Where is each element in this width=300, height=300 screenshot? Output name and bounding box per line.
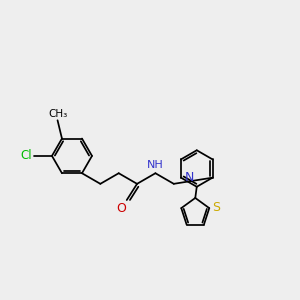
Text: N: N [185,171,194,184]
Text: CH₃: CH₃ [48,109,67,119]
Text: S: S [212,201,220,214]
Text: NH: NH [147,160,164,170]
Text: Cl: Cl [20,149,32,162]
Text: O: O [116,202,126,215]
